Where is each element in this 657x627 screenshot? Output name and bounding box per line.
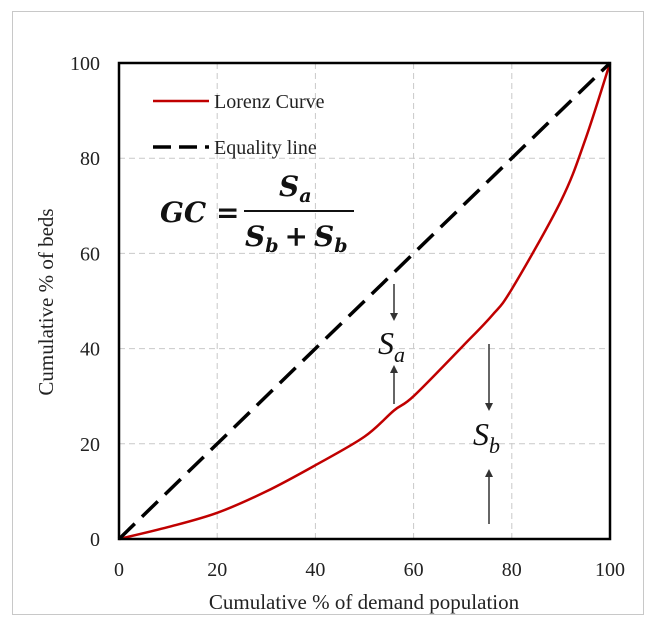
y-tick-label: 60 (80, 243, 100, 265)
x-tick-label: 0 (114, 559, 124, 581)
x-tick-label: 100 (595, 559, 625, 581)
y-tick-label: 80 (80, 148, 100, 170)
formula-denominator: Sb + Sb (245, 220, 348, 257)
x-tick-label: 20 (207, 559, 227, 581)
y-tick-label: 100 (70, 53, 100, 75)
x-tick-label: 80 (502, 559, 522, 581)
y-axis-title: Cumulative % of beds (34, 208, 58, 395)
x-tick-label: 60 (404, 559, 424, 581)
y-tick-label: 20 (80, 434, 100, 456)
legend-label-lorenz: Lorenz Curve (214, 91, 325, 113)
figure-frame (12, 11, 644, 615)
series-group (117, 61, 612, 541)
legend: Lorenz Curve Equality line (153, 91, 325, 159)
lorenz-curve-line (118, 62, 612, 541)
plot-border (117, 61, 612, 541)
label-sb: Sb (473, 416, 500, 458)
formula-lhs: GC = (160, 196, 239, 229)
y-tick-label: 40 (80, 339, 100, 361)
area-annotations: Sa Sb (378, 284, 500, 524)
equality-line (117, 61, 612, 541)
gini-formula: GC = Sa Sb + Sb (160, 170, 354, 257)
formula-numerator: Sa (279, 170, 312, 207)
y-tick-label: 0 (90, 529, 100, 551)
x-axis-title: Cumulative % of demand population (209, 590, 520, 614)
x-tick-label: 40 (305, 559, 325, 581)
label-sa: Sa (378, 325, 405, 367)
legend-label-equality: Equality line (214, 137, 317, 159)
grid-lines (119, 63, 610, 539)
tick-labels: 0 20 40 60 80 100 0 20 40 60 80 100 (70, 53, 625, 581)
